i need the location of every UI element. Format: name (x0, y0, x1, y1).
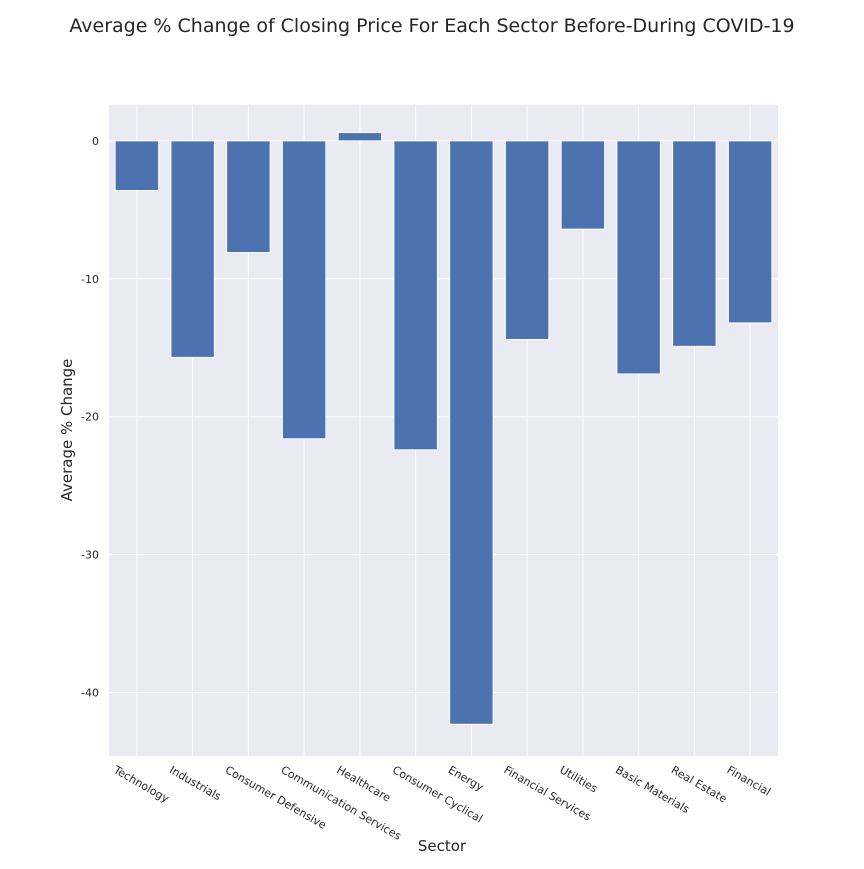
y-tick-labels: 0 -10 -20 -30 -40 (81, 135, 99, 700)
bar-basic-materials (616, 140, 661, 375)
plot-area (109, 105, 778, 756)
y-axis-label: Average % Change (58, 359, 76, 502)
bar-financial-services (504, 140, 550, 340)
bar-consumer-cyclical (393, 140, 438, 451)
x-tick-label: Energy (446, 763, 486, 794)
x-tick-label: Utilities (557, 763, 600, 795)
x-tick-label: Industrials (167, 763, 223, 803)
bar-industrials (170, 140, 215, 358)
x-tick-label: Consumer Defensive (223, 763, 329, 832)
bar-financial (727, 140, 773, 324)
bar-communication-services (281, 140, 327, 440)
y-tick-label: 0 (92, 135, 99, 148)
bar-healthcare (337, 132, 383, 142)
x-tick-label: Financial (725, 763, 773, 798)
y-tick-label: -10 (81, 273, 99, 286)
x-tick-label: Technology (111, 763, 172, 806)
y-tick-label: -30 (81, 549, 99, 562)
y-tick-label: -40 (81, 687, 99, 700)
y-tick-label: -20 (81, 411, 99, 424)
x-axis-label: Sector (418, 837, 467, 855)
bar-consumer-defensive (226, 140, 271, 254)
bar-real-estate (672, 140, 717, 347)
x-tick-label: Consumer Cyclical (390, 763, 485, 825)
bars (114, 132, 773, 725)
bar-utilities (560, 140, 606, 230)
chart-title: Average % Change of Closing Price For Ea… (69, 15, 794, 37)
bar-energy (449, 140, 494, 725)
bar-technology (114, 140, 160, 192)
